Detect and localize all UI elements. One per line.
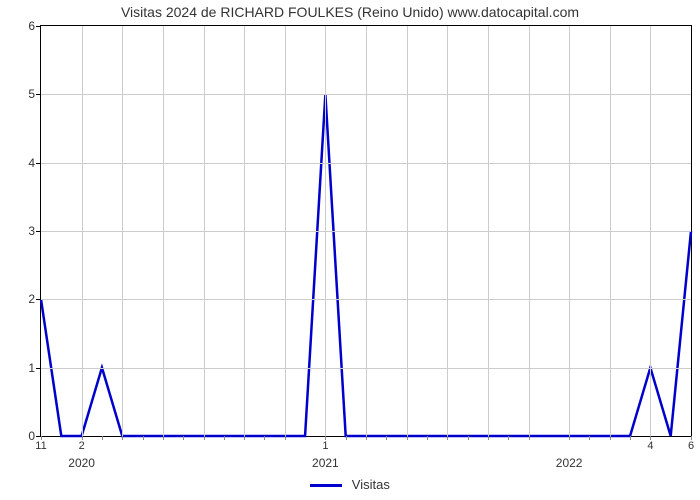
chart-title: Visitas 2024 de RICHARD FOULKES (Reino U… xyxy=(0,4,700,20)
x-tick-mark xyxy=(285,436,286,440)
x-tick-mark xyxy=(610,436,611,440)
gridline-v xyxy=(122,26,123,436)
gridline-v xyxy=(529,26,530,436)
gridline-v xyxy=(366,26,367,436)
x-tick-mark xyxy=(427,436,428,440)
x-tick-label-major: 2022 xyxy=(556,436,583,470)
x-tick-mark xyxy=(143,436,144,440)
x-tick-mark xyxy=(264,436,265,440)
y-tick-mark xyxy=(36,94,41,95)
x-tick-mark xyxy=(488,436,489,440)
gridline-v xyxy=(650,26,651,436)
x-tick-label-minor: 4 xyxy=(647,436,653,452)
gridline-v xyxy=(285,26,286,436)
x-tick-mark xyxy=(122,436,123,440)
gridline-v xyxy=(163,26,164,436)
legend-label: Visitas xyxy=(352,477,390,492)
x-tick-mark xyxy=(224,436,225,440)
x-tick-label-minor: 11 xyxy=(35,436,46,452)
x-tick-mark xyxy=(630,436,631,440)
x-tick-mark xyxy=(204,436,205,440)
gridline-v xyxy=(407,26,408,436)
x-tick-mark xyxy=(508,436,509,440)
y-tick-mark xyxy=(36,299,41,300)
gridline-v xyxy=(488,26,489,436)
chart-container: Visitas 2024 de RICHARD FOULKES (Reino U… xyxy=(0,0,700,500)
gridline-v xyxy=(610,26,611,436)
x-tick-mark xyxy=(183,436,184,440)
x-tick-mark xyxy=(468,436,469,440)
x-tick-mark xyxy=(407,436,408,440)
gridline-v xyxy=(447,26,448,436)
y-tick-mark xyxy=(36,26,41,27)
x-tick-label-major: 2021 xyxy=(312,436,339,470)
x-tick-label-major: 2020 xyxy=(68,436,95,470)
legend: Visitas xyxy=(0,477,700,492)
gridline-v xyxy=(82,26,83,436)
x-tick-mark xyxy=(589,436,590,440)
y-tick-mark xyxy=(36,163,41,164)
x-tick-mark xyxy=(447,436,448,440)
x-tick-mark xyxy=(529,436,530,440)
x-tick-mark xyxy=(163,436,164,440)
y-tick-mark xyxy=(36,231,41,232)
gridline-v xyxy=(244,26,245,436)
x-tick-mark xyxy=(386,436,387,440)
legend-swatch xyxy=(310,484,342,487)
gridline-v xyxy=(569,26,570,436)
y-tick-mark xyxy=(36,368,41,369)
x-tick-mark xyxy=(102,436,103,440)
x-tick-mark xyxy=(346,436,347,440)
gridline-v xyxy=(204,26,205,436)
plot-area: 0123456112146202020212022 xyxy=(40,25,692,437)
gridline-v xyxy=(325,26,326,436)
x-tick-mark xyxy=(366,436,367,440)
x-tick-label-minor: 6 xyxy=(688,436,694,452)
x-tick-mark xyxy=(244,436,245,440)
